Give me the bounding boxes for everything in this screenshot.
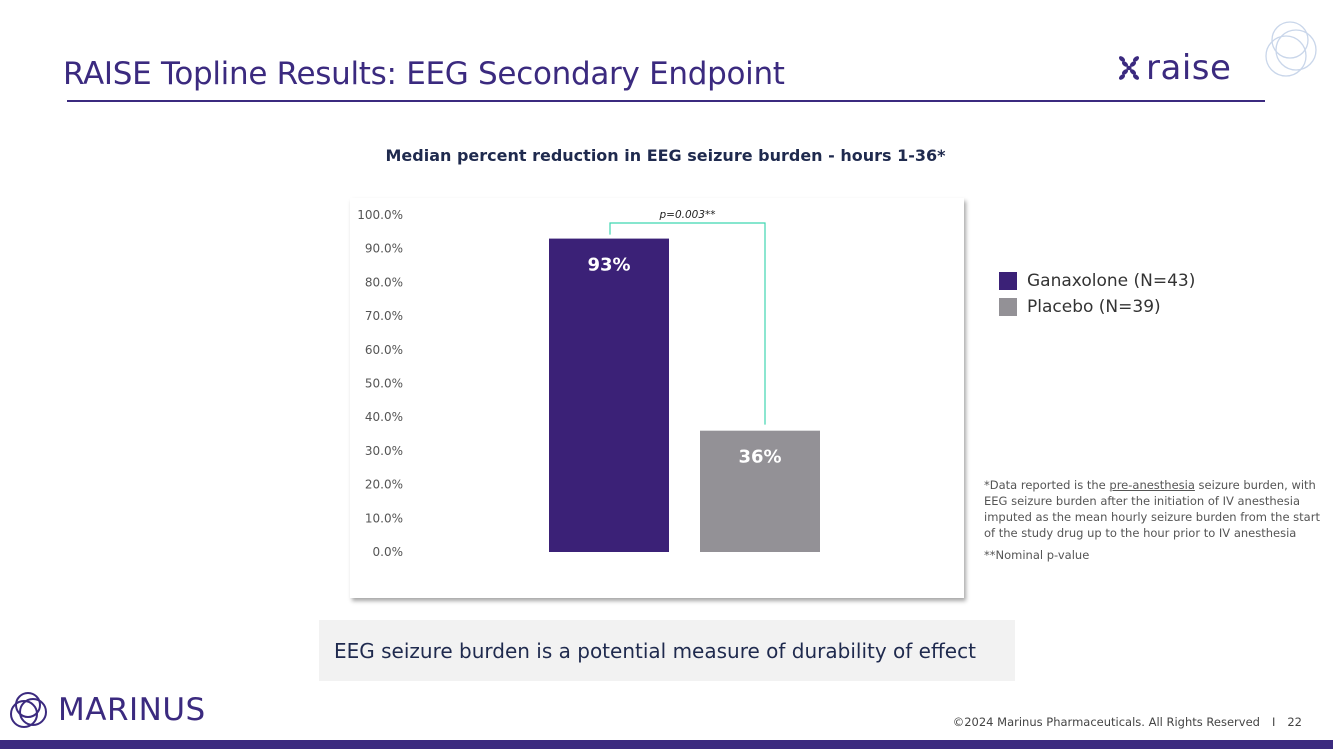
bar-placebo bbox=[700, 430, 820, 552]
y-tick-label: 100.0% bbox=[357, 208, 403, 222]
footnote-nominal-p: **Nominal p-value bbox=[984, 548, 1090, 562]
y-tick-label: 70.0% bbox=[365, 309, 403, 323]
page-title: RAISE Topline Results: EEG Secondary End… bbox=[63, 56, 785, 92]
y-tick-label: 80.0% bbox=[365, 275, 403, 289]
raise-logo-text: raise bbox=[1146, 48, 1232, 88]
chart-legend: Ganaxolone (N=43) Placebo (N=39) bbox=[999, 268, 1195, 320]
y-tick-label: 0.0% bbox=[373, 545, 404, 559]
page-number: 22 bbox=[1287, 715, 1302, 729]
y-tick-label: 60.0% bbox=[365, 343, 403, 357]
bar-ganaxolone bbox=[549, 238, 669, 552]
y-tick-label: 50.0% bbox=[365, 377, 403, 391]
significance-bracket: p=0.003** bbox=[609, 209, 766, 425]
marinus-logo-text: MARINUS bbox=[58, 692, 206, 728]
legend-label-ganaxolone: Ganaxolone (N=43) bbox=[1027, 271, 1196, 291]
circles-decoration-icon bbox=[1265, 21, 1317, 77]
callout-box: EEG seizure burden is a potential measur… bbox=[319, 620, 1015, 681]
footnotes: *Data reported is the pre-anesthesia sei… bbox=[984, 477, 1324, 563]
chart-title: Median percent reduction in EEG seizure … bbox=[0, 146, 1333, 165]
callout-text: EEG seizure burden is a potential measur… bbox=[334, 638, 976, 663]
data-label-placebo: 36% bbox=[738, 447, 781, 468]
bottom-accent-bar bbox=[0, 740, 1333, 749]
y-tick-label: 30.0% bbox=[365, 444, 403, 458]
p-value-annotation: p=0.003** bbox=[658, 209, 715, 221]
legend-swatch-placebo bbox=[999, 298, 1017, 316]
marinus-logo: MARINUS bbox=[8, 690, 206, 730]
y-axis: 0.0% 10.0% 20.0% 30.0% 40.0% 50.0% 60.0% 70.0% 8… bbox=[357, 208, 403, 559]
title-divider bbox=[67, 100, 1265, 102]
legend-item-ganaxolone: Ganaxolone (N=43) bbox=[999, 268, 1195, 294]
y-tick-label: 10.0% bbox=[365, 511, 403, 525]
data-label-ganaxolone: 93% bbox=[587, 255, 630, 276]
footnote-data-reported: *Data reported is the pre-anesthesia sei… bbox=[984, 477, 1324, 541]
raise-x-icon bbox=[1118, 56, 1140, 80]
bar-chart: 0.0% 10.0% 20.0% 30.0% 40.0% 50.0% 60.0% 70.0% 8… bbox=[357, 208, 820, 559]
legend-item-placebo: Placebo (N=39) bbox=[999, 294, 1195, 320]
footnote-1-prefix: *Data reported is the bbox=[984, 478, 1110, 492]
significance-line bbox=[609, 222, 766, 425]
legend-swatch-ganaxolone bbox=[999, 272, 1017, 290]
y-tick-label: 20.0% bbox=[365, 478, 403, 492]
legend-label-placebo: Placebo (N=39) bbox=[1027, 297, 1161, 317]
copyright-text: ©2024 Marinus Pharmaceuticals. All Right… bbox=[952, 715, 1260, 729]
copyright-footer: ©2024 Marinus Pharmaceuticals. All Right… bbox=[953, 715, 1302, 729]
chart-title-text: Median percent reduction in EEG seizure … bbox=[385, 146, 946, 165]
y-tick-label: 40.0% bbox=[365, 410, 403, 424]
bars-group: 93% 36% bbox=[549, 238, 820, 552]
raise-logo: raise bbox=[1116, 48, 1231, 88]
chart-panel: 0.0% 10.0% 20.0% 30.0% 40.0% 50.0% 60.0% 70.0% 8… bbox=[350, 198, 964, 598]
footnote-1-underlined: pre-anesthesia bbox=[1109, 478, 1195, 492]
marinus-circles-icon bbox=[10, 692, 47, 728]
footnote-1-suffix: seizure burden, with EEG seizure burden … bbox=[984, 478, 1320, 540]
y-tick-label: 90.0% bbox=[365, 242, 403, 256]
footer-separator: I bbox=[1271, 715, 1276, 729]
